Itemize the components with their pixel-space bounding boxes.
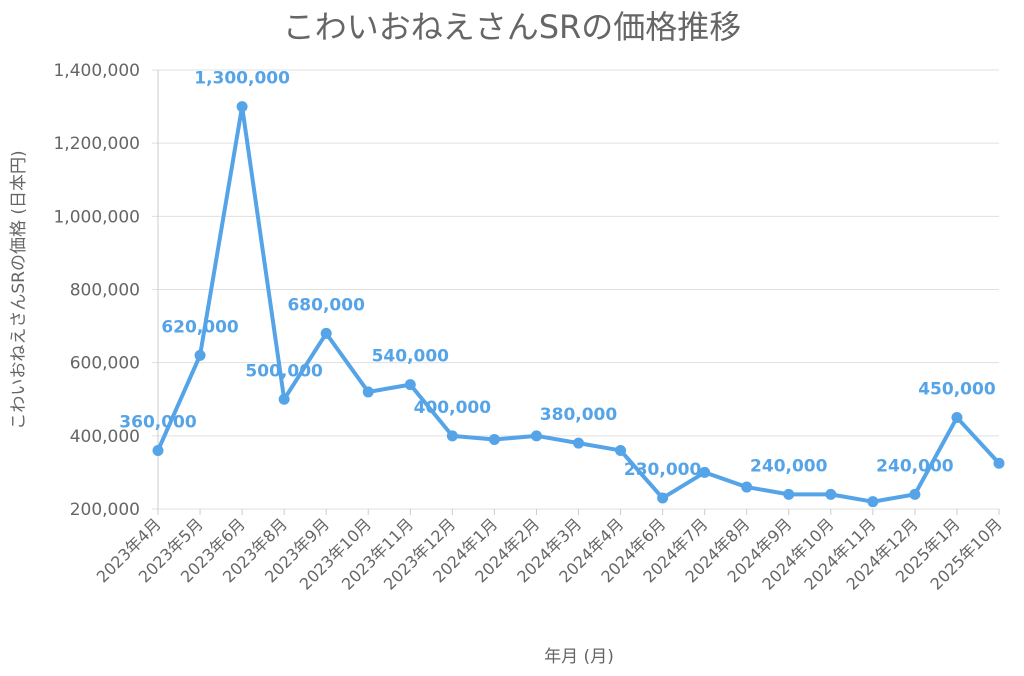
gridlines	[152, 69, 1000, 515]
y-tick-label: 1,200,000	[53, 134, 140, 154]
y-tick-label: 800,000	[70, 281, 140, 301]
data-label: 400,000	[414, 398, 492, 418]
data-point[interactable]	[993, 457, 1005, 469]
data-point[interactable]	[699, 466, 711, 478]
data-label: 500,000	[245, 361, 323, 381]
data-point[interactable]	[278, 393, 290, 405]
data-point[interactable]	[446, 430, 458, 442]
data-point[interactable]	[194, 349, 206, 361]
data-point[interactable]	[404, 379, 416, 391]
data-point[interactable]	[657, 492, 669, 504]
data-label: 240,000	[750, 456, 828, 476]
data-point[interactable]	[573, 437, 584, 449]
chart-title: こわいおねえさんSRの価格推移	[282, 8, 742, 46]
data-point[interactable]	[152, 444, 164, 456]
data-label: 1,300,000	[194, 69, 290, 89]
data-label: 620,000	[161, 317, 239, 337]
y-tick-label: 200,000	[70, 500, 140, 520]
x-axis-title: 年月 (月)	[544, 647, 614, 667]
data-point[interactable]	[530, 430, 542, 442]
y-tick-label: 400,000	[70, 427, 140, 447]
data-point[interactable]	[615, 444, 627, 456]
data-point[interactable]	[741, 481, 753, 493]
x-tick-labels: 2023年4月2023年5月2023年6月2023年8月2023年9月2023年…	[93, 514, 1006, 593]
data-point[interactable]	[488, 433, 500, 445]
data-points	[152, 101, 1005, 508]
data-labels: 360,000 620,000 1,300,000 500,000 680,000 540…	[119, 69, 996, 480]
data-label: 680,000	[287, 295, 365, 315]
y-tick-label: 600,000	[70, 354, 140, 374]
data-point[interactable]	[909, 488, 921, 500]
data-point[interactable]	[320, 327, 332, 339]
data-point[interactable]	[236, 101, 248, 113]
data-point[interactable]	[783, 488, 795, 500]
y-tick-label: 1,400,000	[53, 61, 140, 81]
data-label: 360,000	[119, 412, 197, 432]
data-label: 450,000	[918, 380, 996, 400]
data-label: 380,000	[540, 405, 618, 425]
y-axis-title: こわいおねえさんSRの価格 (日本円)	[9, 150, 29, 429]
data-label: 240,000	[876, 456, 954, 476]
data-point[interactable]	[867, 496, 879, 508]
data-point[interactable]	[951, 412, 963, 424]
y-tick-label: 1,000,000	[53, 207, 140, 227]
data-point[interactable]	[825, 488, 837, 500]
data-label: 540,000	[372, 347, 450, 367]
data-label: 230,000	[624, 460, 702, 480]
data-point[interactable]	[362, 386, 374, 398]
y-tick-labels: 200,000 400,000 600,000 800,000 1,000,000 1,2…	[53, 61, 140, 520]
